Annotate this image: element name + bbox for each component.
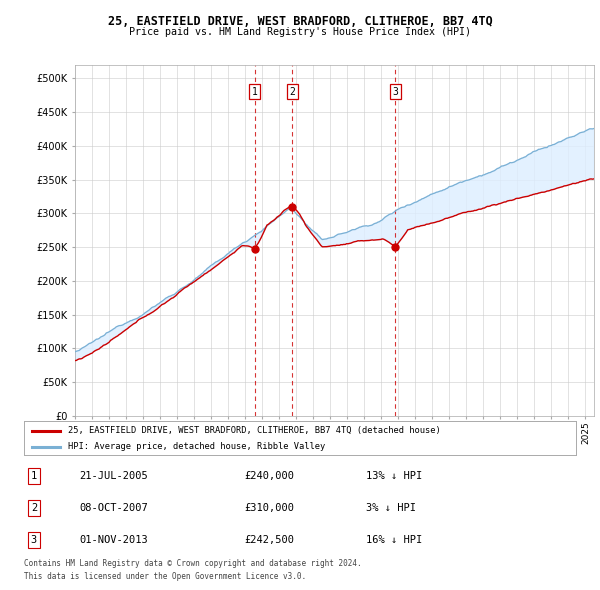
Text: This data is licensed under the Open Government Licence v3.0.: This data is licensed under the Open Gov… [24, 572, 306, 581]
Text: 08-OCT-2007: 08-OCT-2007 [79, 503, 148, 513]
Text: £240,000: £240,000 [245, 471, 295, 481]
Text: HPI: Average price, detached house, Ribble Valley: HPI: Average price, detached house, Ribb… [68, 442, 325, 451]
Text: Contains HM Land Registry data © Crown copyright and database right 2024.: Contains HM Land Registry data © Crown c… [24, 559, 362, 568]
Text: 13% ↓ HPI: 13% ↓ HPI [366, 471, 422, 481]
Text: 25, EASTFIELD DRIVE, WEST BRADFORD, CLITHEROE, BB7 4TQ (detached house): 25, EASTFIELD DRIVE, WEST BRADFORD, CLIT… [68, 427, 441, 435]
Text: 1: 1 [31, 471, 37, 481]
Text: 1: 1 [251, 87, 257, 97]
Text: 16% ↓ HPI: 16% ↓ HPI [366, 535, 422, 545]
Text: Price paid vs. HM Land Registry's House Price Index (HPI): Price paid vs. HM Land Registry's House … [129, 27, 471, 37]
Text: 2: 2 [289, 87, 295, 97]
Text: 21-JUL-2005: 21-JUL-2005 [79, 471, 148, 481]
Text: 3: 3 [392, 87, 398, 97]
Text: £310,000: £310,000 [245, 503, 295, 513]
Text: 25, EASTFIELD DRIVE, WEST BRADFORD, CLITHEROE, BB7 4TQ: 25, EASTFIELD DRIVE, WEST BRADFORD, CLIT… [107, 15, 493, 28]
Text: 3: 3 [31, 535, 37, 545]
Text: 3% ↓ HPI: 3% ↓ HPI [366, 503, 416, 513]
Text: 2: 2 [31, 503, 37, 513]
Text: 01-NOV-2013: 01-NOV-2013 [79, 535, 148, 545]
Text: £242,500: £242,500 [245, 535, 295, 545]
